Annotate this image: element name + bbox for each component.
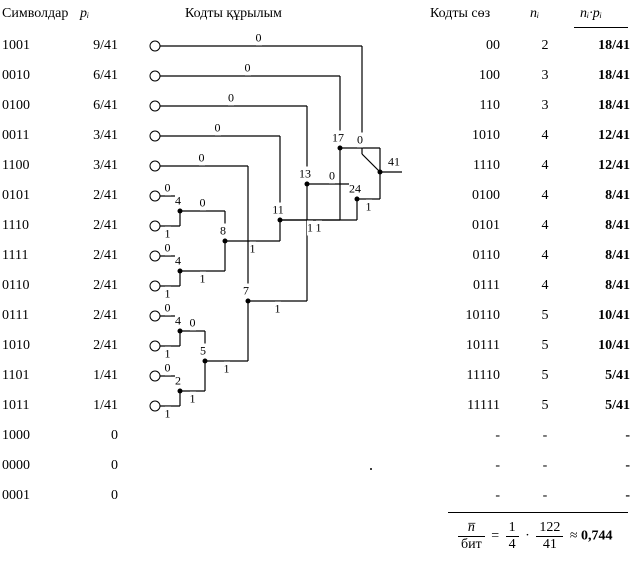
leaf-node [150,131,161,142]
internal-node [305,182,310,187]
edge-label: 0 [329,169,335,184]
internal-node [178,269,183,274]
leaf-node [150,191,161,202]
internal-node [246,299,251,304]
edge-label: 0 [165,241,171,256]
edge-label: 1 [366,200,372,215]
approx: ≈ [570,529,578,544]
node-weight-label: 4 [175,194,181,209]
node-weight-label: 5 [200,344,206,359]
leaf-node [150,71,161,82]
edge-label: 0 [165,361,171,376]
code-tree [0,0,633,569]
node-weight-label: 8 [220,224,226,239]
edge-label: 1 [224,362,230,377]
edge-label: 0 [165,181,171,196]
leaf-node [150,41,161,52]
node-weight-label: 41 [388,155,400,170]
edge-label: 1 [165,227,171,242]
edge-label: 0 [256,31,262,46]
internal-node [223,239,228,244]
node-weight-label: 11 [272,203,284,218]
dot: · [525,529,530,544]
leaf-node [150,311,161,322]
edge-label: 0 [357,133,363,148]
edge-label: 1 [190,392,196,407]
edge-label: 1 [316,221,322,236]
internal-node [278,218,283,223]
frac-122-41: 122 41 [536,520,563,553]
leaf-node [150,221,161,232]
artifact-dot [370,468,372,470]
edge-label: 1 [307,221,313,236]
rule-formula-top [448,512,628,513]
edge-label: 1 [250,242,256,257]
edge-label: 1 [165,347,171,362]
node-weight-label: 4 [175,254,181,269]
leaf-node [150,341,161,352]
edge-label: 0 [199,151,205,166]
leaf-node [150,251,161,262]
node-weight-label: 17 [332,131,344,146]
node-weight-label: 2 [175,374,181,389]
internal-node [178,329,183,334]
node-weight-label: 13 [299,167,311,182]
frac-1-4: 1 4 [506,520,519,553]
edge-label: 0 [165,301,171,316]
frac-nbar: n̅ бит [458,520,485,553]
leaf-node [150,101,161,112]
node-weight-label: 4 [175,314,181,329]
internal-node [178,209,183,214]
edge-label: 0 [228,91,234,106]
leaf-node [150,281,161,292]
eq: = [491,529,499,544]
formula: n̅ бит = 1 4 · 122 41 ≈ 0,744 [455,520,630,553]
leaf-node [150,161,161,172]
edge-label: 1 [200,272,206,287]
edge-label: 0 [215,121,221,136]
internal-node [355,197,360,202]
edge-label: 0 [200,196,206,211]
node-weight-label: 24 [349,182,361,197]
leaf-node [150,401,161,412]
leaf-node [150,371,161,382]
edge-label: 0 [190,316,196,331]
internal-node [203,359,208,364]
internal-node [338,146,343,151]
page: { "headers": { "symbols": "Символдар", "… [0,0,633,569]
edge-label: 1 [275,302,281,317]
edge-label: 0 [245,61,251,76]
value: 0,744 [581,529,613,544]
edge-label: 1 [165,287,171,302]
internal-node [378,170,383,175]
internal-node [178,389,183,394]
node-weight-label: 7 [243,284,249,299]
edge-label: 1 [165,407,171,422]
